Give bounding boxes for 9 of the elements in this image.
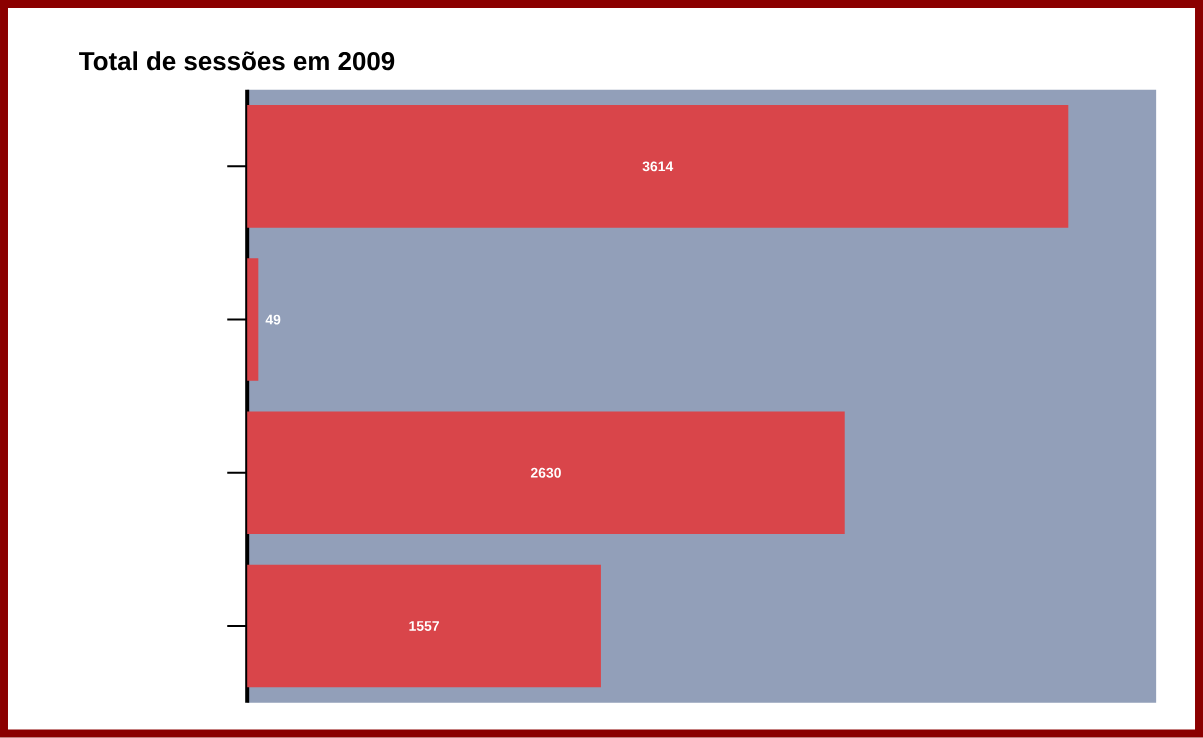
chart-title: Total de sessões em 2009 [79, 51, 395, 71]
bar [247, 258, 259, 382]
data-label: 1557 [409, 621, 439, 632]
bar [247, 105, 1069, 228]
bar [247, 411, 845, 535]
data-label: 2630 [530, 468, 561, 478]
data-label: 49 [265, 314, 281, 325]
data-label: 3614 [642, 161, 674, 172]
bar [247, 564, 601, 688]
